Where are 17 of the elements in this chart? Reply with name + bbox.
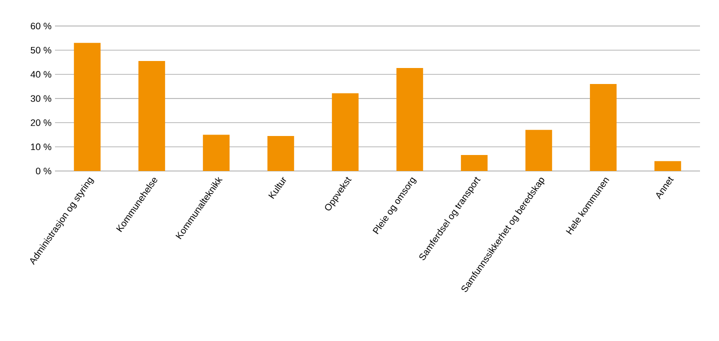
bar — [460, 155, 488, 171]
bar — [138, 61, 166, 171]
bar — [332, 93, 359, 171]
bar — [202, 134, 230, 171]
bar — [590, 84, 617, 171]
bar — [525, 130, 552, 171]
y-tick-label: 30 % — [30, 95, 52, 102]
y-tick-label: 10 % — [31, 144, 52, 150]
y-tick-label: 20 % — [30, 119, 52, 126]
bar — [267, 136, 294, 171]
y-tick-label: 0 % — [36, 168, 52, 174]
bar — [74, 42, 101, 171]
bar — [396, 68, 424, 171]
y-tick-label: 60 % — [30, 22, 52, 30]
y-tick-label: 50 % — [30, 46, 52, 54]
bar — [654, 161, 682, 171]
y-tick-label: 40 % — [30, 71, 52, 78]
